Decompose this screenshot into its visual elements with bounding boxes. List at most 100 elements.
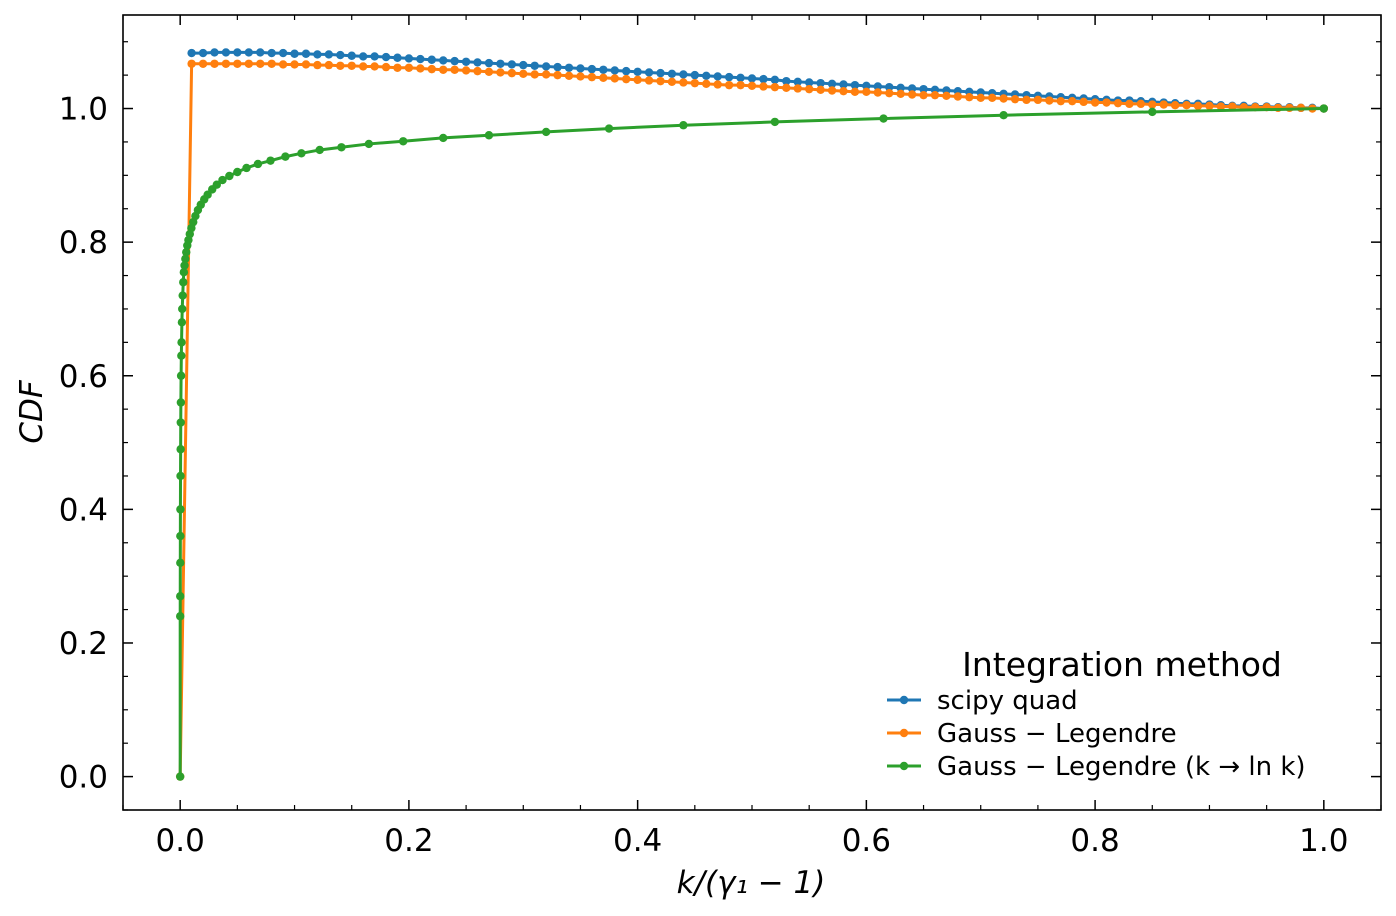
- data-point: [313, 60, 322, 70]
- y-tick-label: 0.8: [59, 225, 108, 261]
- x-tick-label: 0.0: [156, 823, 205, 859]
- data-point: [873, 88, 882, 97]
- data-point: [1010, 94, 1020, 104]
- data-point: [347, 51, 356, 60]
- data-point: [622, 74, 631, 84]
- data-point: [1205, 101, 1214, 111]
- data-point: [178, 304, 187, 314]
- data-point: [804, 78, 814, 87]
- data-point: [1148, 100, 1157, 109]
- data-point: [953, 92, 963, 101]
- data-point: [507, 60, 517, 69]
- data-point: [919, 90, 928, 100]
- x-tick-label: 0.8: [1070, 823, 1119, 859]
- data-point: [439, 56, 448, 65]
- axis-tick-labels: 0.0 0.2 0.4 0.6 0.8 1.0 0.0 0.2 0.4 0.6 0.8 1.0: [59, 92, 1349, 859]
- legend-swatch-marker: [899, 695, 909, 705]
- data-point: [633, 67, 642, 76]
- data-point: [179, 278, 188, 287]
- data-point: [404, 63, 414, 72]
- data-point: [496, 68, 505, 77]
- data-point: [507, 68, 517, 78]
- data-point: [242, 163, 251, 173]
- data-point: [885, 82, 894, 92]
- data-point: [347, 61, 356, 70]
- data-point: [484, 58, 494, 68]
- data-point: [244, 59, 253, 68]
- data-point: [179, 268, 189, 277]
- data-point: [1148, 107, 1157, 117]
- data-point: [1113, 98, 1123, 108]
- data-point: [218, 175, 227, 185]
- data-point: [839, 80, 848, 89]
- data-point: [221, 59, 231, 68]
- x-tick-label: 1.0: [1299, 823, 1348, 859]
- data-point: [724, 80, 734, 90]
- data-point: [907, 90, 917, 99]
- data-point: [530, 61, 539, 70]
- data-point: [427, 64, 436, 74]
- legend-title: Integration method: [962, 645, 1282, 684]
- data-point: [176, 558, 185, 568]
- data-point: [1125, 99, 1134, 109]
- data-point: [461, 66, 471, 75]
- data-point: [210, 59, 219, 68]
- data-point: [793, 84, 802, 93]
- data-point: [782, 83, 791, 93]
- data-point: [576, 72, 585, 81]
- data-point: [1033, 95, 1043, 105]
- data-point: [416, 54, 425, 64]
- data-point: [827, 79, 837, 89]
- data-point: [301, 49, 311, 58]
- data-point: [896, 83, 905, 93]
- legend-swatch-marker: [899, 728, 909, 738]
- data-point: [381, 62, 391, 72]
- data-point: [782, 76, 791, 86]
- data-point: [850, 80, 860, 90]
- data-point: [1193, 101, 1203, 111]
- data-point: [1102, 98, 1111, 107]
- data-point: [747, 74, 757, 83]
- data-point: [793, 77, 802, 87]
- data-point: [370, 62, 379, 71]
- data-point: [587, 72, 597, 82]
- data-point: [336, 61, 345, 70]
- data-point: [1045, 96, 1054, 105]
- x-axis-title: k/(γ₁ − 1): [677, 865, 826, 901]
- data-point: [862, 87, 871, 97]
- data-point: [1228, 102, 1237, 111]
- data-point: [736, 80, 745, 90]
- data-point: [519, 60, 528, 70]
- data-point: [313, 50, 322, 59]
- data-point: [177, 318, 187, 327]
- data-point: [667, 69, 677, 78]
- data-point: [759, 82, 768, 91]
- data-point: [724, 72, 734, 82]
- data-point: [553, 62, 562, 72]
- data-point: [393, 63, 402, 72]
- data-point: [999, 94, 1008, 103]
- data-point: [297, 149, 306, 158]
- data-point: [770, 117, 780, 127]
- data-point: [256, 59, 265, 68]
- data-point: [1216, 102, 1226, 111]
- data-point: [622, 66, 631, 76]
- y-axis-title: CDF: [14, 379, 50, 444]
- data-point: [599, 73, 608, 82]
- data-point: [633, 75, 642, 85]
- data-point: [1022, 95, 1031, 105]
- data-point: [667, 77, 677, 87]
- data-point: [182, 247, 191, 257]
- data-point: [290, 49, 299, 58]
- data-point: [850, 87, 860, 97]
- data-point: [398, 137, 408, 146]
- data-point: [1182, 100, 1191, 110]
- data-point: [862, 81, 871, 91]
- series-line: [191, 50, 1324, 111]
- data-point: [816, 78, 825, 88]
- data-point: [541, 62, 551, 71]
- data-point: [770, 82, 780, 92]
- data-point: [337, 143, 346, 152]
- data-point: [484, 131, 494, 140]
- data-point: [644, 76, 654, 85]
